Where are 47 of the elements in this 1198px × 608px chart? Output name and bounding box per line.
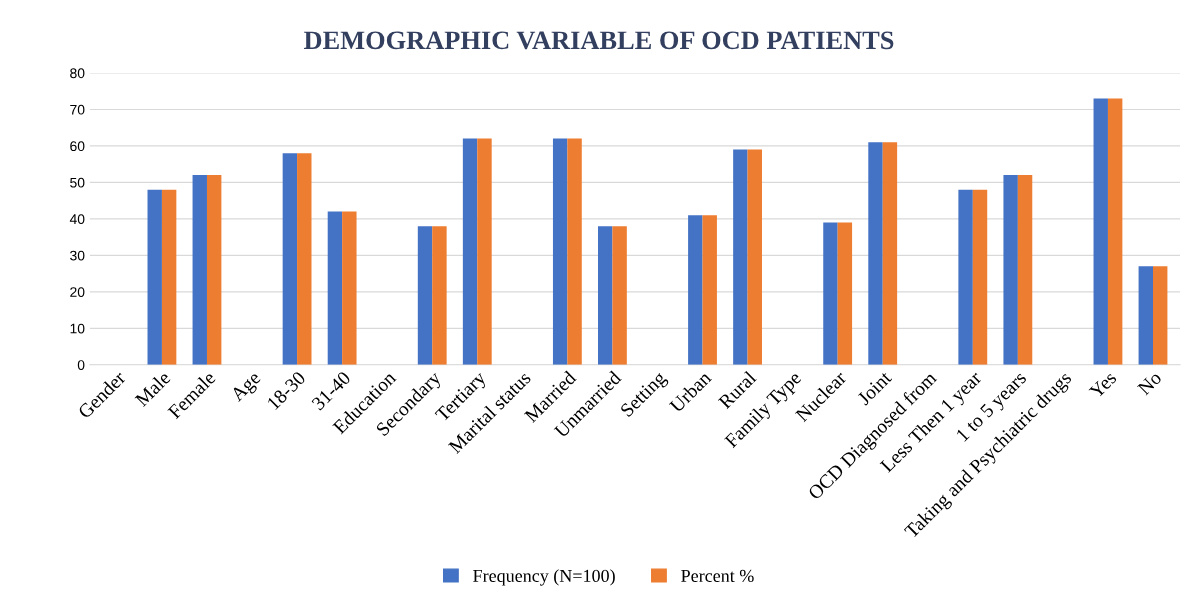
bar	[1093, 98, 1108, 365]
legend-label: Frequency (N=100)	[473, 569, 615, 586]
bar	[837, 222, 853, 365]
y-tick-label: 30	[70, 250, 85, 261]
bar	[297, 153, 312, 365]
bar	[462, 138, 478, 365]
bar	[206, 175, 222, 365]
bar	[823, 222, 838, 365]
bar	[417, 226, 433, 365]
bar	[1003, 175, 1018, 365]
y-tick-label: 60	[70, 141, 85, 152]
y-tick-label: 10	[70, 323, 85, 334]
x-tick-label: Yes	[1088, 370, 1118, 400]
y-tick-label: 0	[77, 360, 85, 370]
chart-title: DEMOGRAPHIC VARIABLE OF OCD PATIENTS	[304, 31, 894, 50]
bar	[161, 189, 177, 365]
bar	[1017, 175, 1033, 365]
bar	[192, 175, 207, 365]
bar	[1153, 266, 1168, 365]
bar	[552, 138, 568, 365]
y-tick-label: 80	[70, 68, 85, 79]
x-tick-label: No	[1137, 370, 1163, 396]
bar	[432, 226, 447, 365]
bar	[567, 138, 582, 365]
bar	[342, 211, 357, 365]
bar	[612, 226, 627, 365]
bar	[733, 149, 748, 365]
bar	[702, 215, 717, 365]
bar	[147, 189, 162, 365]
bar	[972, 189, 988, 365]
bar	[747, 149, 762, 365]
bar	[868, 142, 883, 365]
legend-label: Percent %	[681, 569, 754, 583]
bar	[282, 153, 298, 365]
bar	[882, 142, 898, 365]
bar	[477, 138, 492, 365]
bar	[327, 211, 343, 365]
bar	[958, 189, 973, 365]
bar	[688, 215, 703, 365]
y-tick-label: 40	[69, 214, 85, 225]
bar	[598, 226, 613, 365]
y-tick-label: 20	[70, 287, 85, 298]
y-tick-label: 70	[70, 104, 85, 115]
bar	[1138, 266, 1153, 365]
bar	[1107, 98, 1123, 365]
y-tick-label: 50	[70, 177, 85, 188]
x-tick-label: Age	[229, 370, 265, 405]
